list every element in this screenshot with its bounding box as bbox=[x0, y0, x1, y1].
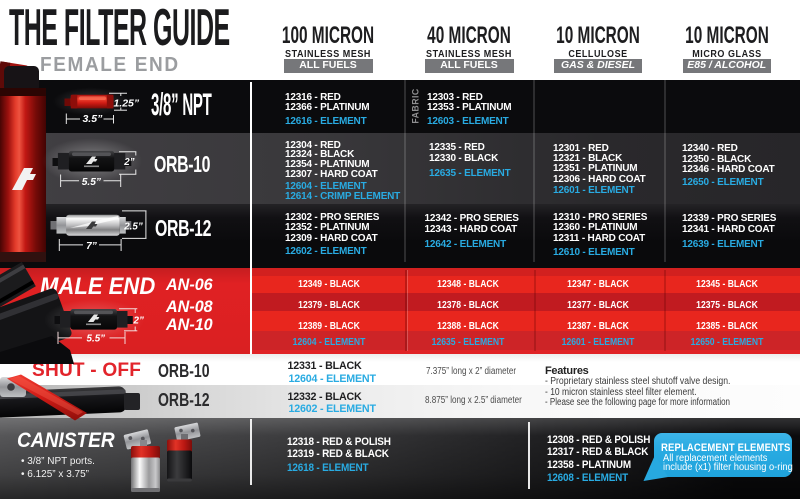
svg-text:2”: 2” bbox=[123, 157, 134, 168]
svg-text:2”: 2” bbox=[133, 315, 144, 326]
svg-text:3.5”: 3.5” bbox=[82, 113, 103, 125]
svg-text:5.5”: 5.5” bbox=[87, 333, 106, 344]
svg-text:2.5”: 2.5” bbox=[123, 221, 143, 232]
svg-text:5.5”: 5.5” bbox=[82, 177, 102, 188]
svg-text:7”: 7” bbox=[86, 241, 98, 252]
svg-text:1.25”: 1.25” bbox=[113, 97, 139, 109]
